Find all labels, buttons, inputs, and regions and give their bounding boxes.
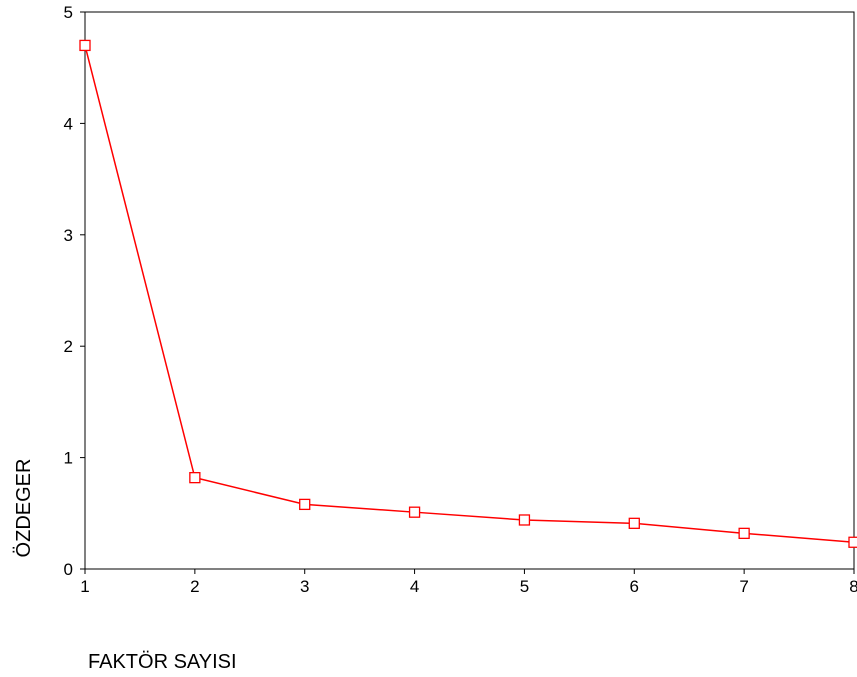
y-tick-label: 3 (64, 226, 73, 245)
data-point-marker (79, 39, 91, 52)
x-tick-label: 5 (520, 577, 529, 596)
data-point-marker (189, 472, 201, 484)
x-tick-label: 6 (630, 577, 639, 596)
x-tick-label: 8 (849, 577, 857, 596)
y-axis-title: ÖZDEGER (13, 459, 35, 558)
plot-area-frame (84, 11, 855, 570)
x-tick-label: 4 (410, 577, 419, 596)
data-point-marker (408, 506, 421, 518)
series-layer (79, 39, 857, 548)
x-tick-label: 7 (739, 577, 748, 596)
data-point-marker (848, 536, 857, 548)
y-tick-label: 0 (64, 560, 73, 579)
y-tick-label: 2 (64, 337, 73, 356)
x-axis-ticks: 1 2 3 4 5 6 7 8 (80, 569, 857, 596)
y-tick-label: 1 (64, 449, 73, 468)
data-point-marker (518, 514, 531, 526)
y-tick-label: 4 (64, 114, 73, 133)
data-point-marker (299, 498, 311, 511)
data-point-marker (738, 527, 750, 540)
y-tick-label: 5 (64, 3, 73, 22)
series-line (84, 45, 855, 544)
x-tick-label: 2 (190, 577, 199, 596)
data-point-marker (628, 517, 640, 529)
x-tick-label: 3 (300, 577, 309, 596)
y-axis-ticks: 0 1 2 3 4 5 (64, 3, 85, 579)
x-tick-label: 1 (80, 577, 89, 596)
x-axis-title: FAKTÖR SAYISI (88, 651, 237, 673)
